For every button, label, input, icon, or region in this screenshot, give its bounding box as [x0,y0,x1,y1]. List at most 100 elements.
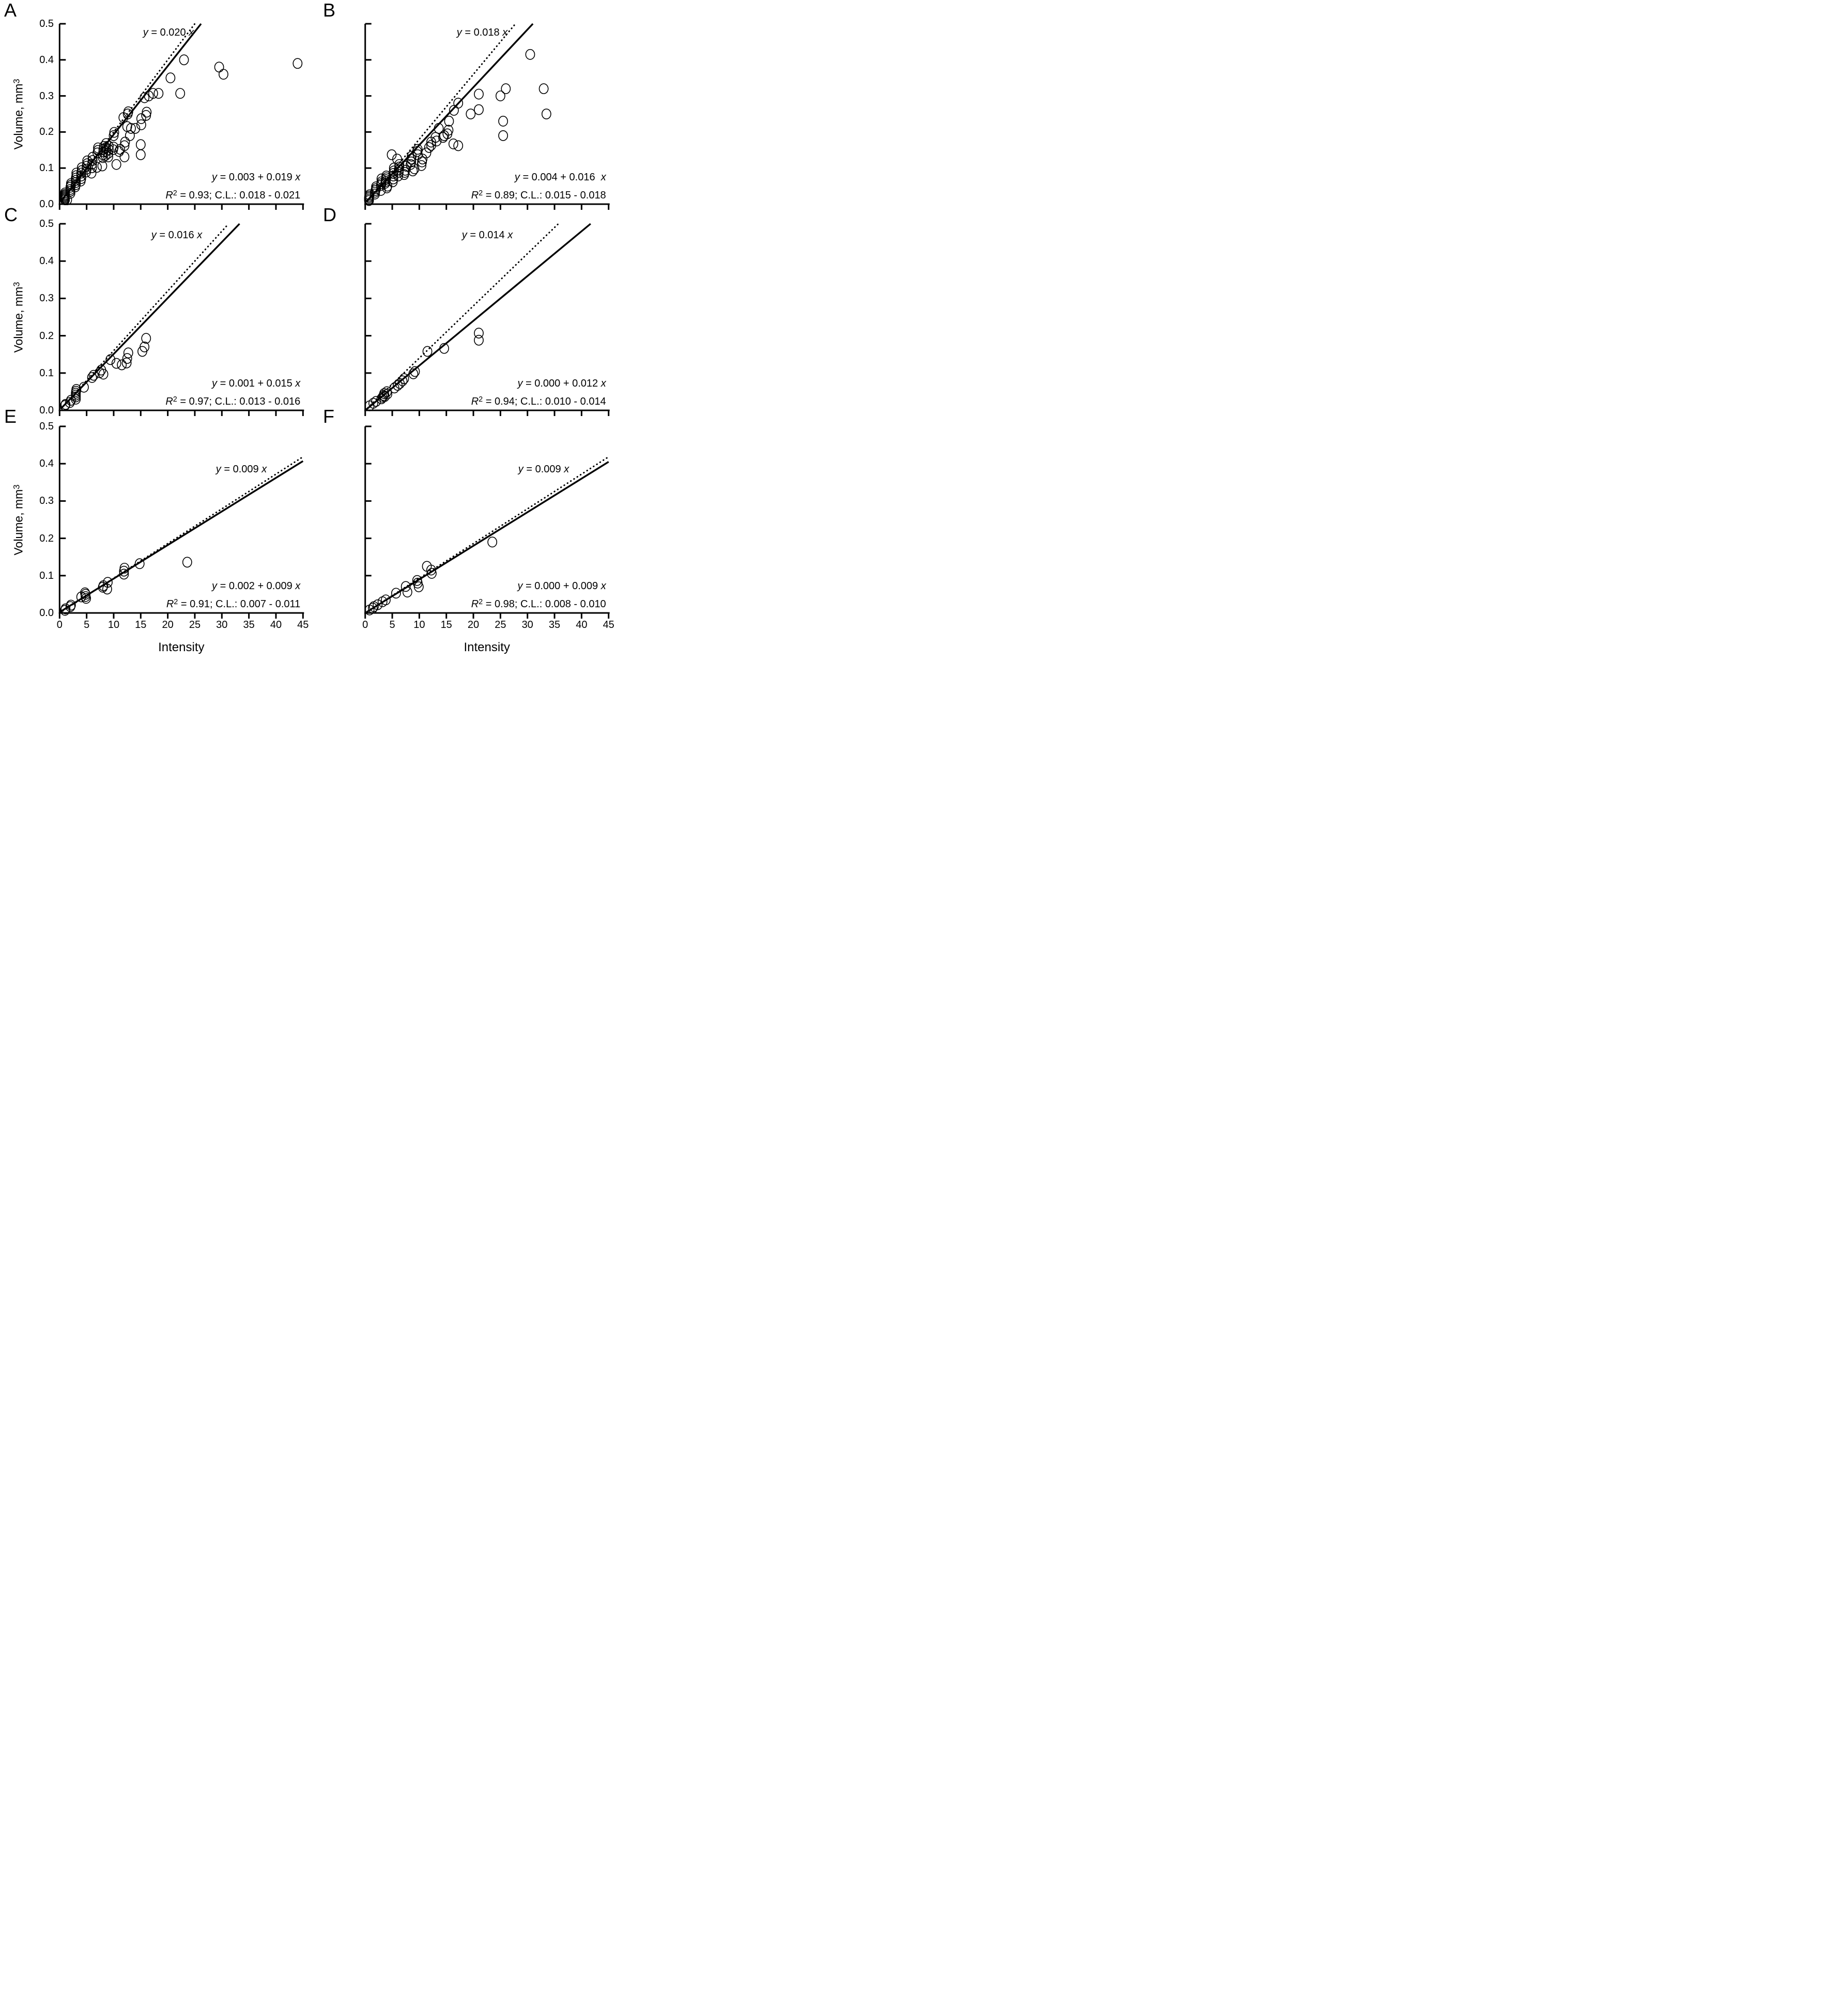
data-point [474,104,484,115]
data-point [525,49,535,60]
x-tick-label: 15 [440,619,452,631]
y-axis-title: Volume, mm3 [11,484,25,556]
x-tick-label: 45 [297,619,309,631]
y-tick-label: 0.0 [39,607,54,619]
data-point [60,187,70,198]
y-tick-label: 0.2 [39,330,54,342]
data-point [434,123,444,134]
data-point [123,347,133,359]
panel-d [364,223,610,416]
origin-fit-equation: y = 0.016 x [151,229,203,241]
data-point [134,558,145,570]
data-point [135,149,146,160]
y-tick-label: 0.0 [39,198,54,210]
data-point [426,564,436,576]
data-point [400,164,410,176]
fit-equation: y = 0.001 + 0.015 x [212,378,301,389]
data-point [417,160,426,171]
data-point [66,600,76,611]
data-point [379,391,390,402]
x-tick-label: 0 [362,619,368,631]
r-squared-label: R2 = 0.93; C.L.: 0.018 - 0.021 [165,189,301,201]
data-point [97,160,107,172]
x-tick-label: 30 [216,619,228,631]
y-tick-label: 0.0 [39,405,54,416]
fit-line [365,223,591,410]
data-point [466,109,476,119]
panel-c [58,223,304,416]
data-point [387,149,397,160]
data-point [474,334,484,346]
data-point [394,159,405,170]
data-point [474,328,484,339]
data-point [87,372,97,383]
data-point [394,167,404,178]
data-point [427,568,437,579]
data-point [453,98,464,109]
data-point [498,130,509,141]
panel-letter-f: F [323,406,334,427]
data-point [391,588,401,599]
x-axis-title: Intensity [158,640,205,654]
data-point [103,577,113,588]
data-point [401,581,411,592]
data-point [109,142,119,153]
y-tick-label: 0.4 [39,255,54,267]
panel-letter-b: B [323,0,336,21]
data-point [501,83,511,95]
y-tick-label: 0.5 [39,18,54,29]
data-point [87,159,97,170]
data-point [109,130,119,141]
data-point [92,162,102,173]
data-point [410,366,420,377]
panel-a [58,23,304,210]
data-point [432,135,442,147]
y-tick-label: 0.3 [39,495,54,507]
data-point [135,139,146,150]
data-point [76,171,86,181]
data-point [148,88,158,99]
data-point [71,384,82,395]
data-point [406,156,417,167]
data-point [426,140,436,151]
data-point [422,346,433,357]
data-point [103,151,113,162]
data-point [141,110,151,121]
y-tick-label: 0.1 [39,162,54,174]
data-point [394,161,405,173]
fit-equation: y = 0.002 + 0.009 x [212,580,301,592]
data-point [408,165,418,177]
data-point [76,173,86,184]
data-point [117,359,127,371]
data-point [474,88,484,100]
r-squared-label: R2 = 0.89; C.L.: 0.015 - 0.018 [471,189,606,201]
x-tick-label: 20 [467,619,480,631]
data-point [381,594,391,606]
origin-fit-equation: y = 0.018 x [456,27,508,38]
x-tick-label: 25 [495,619,506,631]
r-squared-label: R2 = 0.98; C.L.: 0.008 - 0.010 [471,598,606,610]
data-point [88,370,99,381]
data-point [397,375,408,387]
data-point [392,153,402,165]
data-point [111,358,121,369]
origin-fit-equation: y = 0.014 x [461,229,513,241]
panel-letter-e: E [4,406,17,427]
data-point [421,147,432,159]
data-point [140,341,150,352]
data-point [495,90,505,102]
y-tick-label: 0.1 [39,570,54,581]
data-point [102,583,112,595]
x-tick-label: 45 [603,619,614,631]
data-point [214,62,224,73]
data-point [104,144,114,156]
data-point [136,119,146,130]
data-point [219,69,228,80]
fit-line [60,223,240,410]
data-point [98,368,109,380]
x-tick-label: 10 [413,619,425,631]
data-point [140,92,150,103]
data-point [81,589,90,600]
data-point [60,400,70,411]
data-point [393,171,403,181]
